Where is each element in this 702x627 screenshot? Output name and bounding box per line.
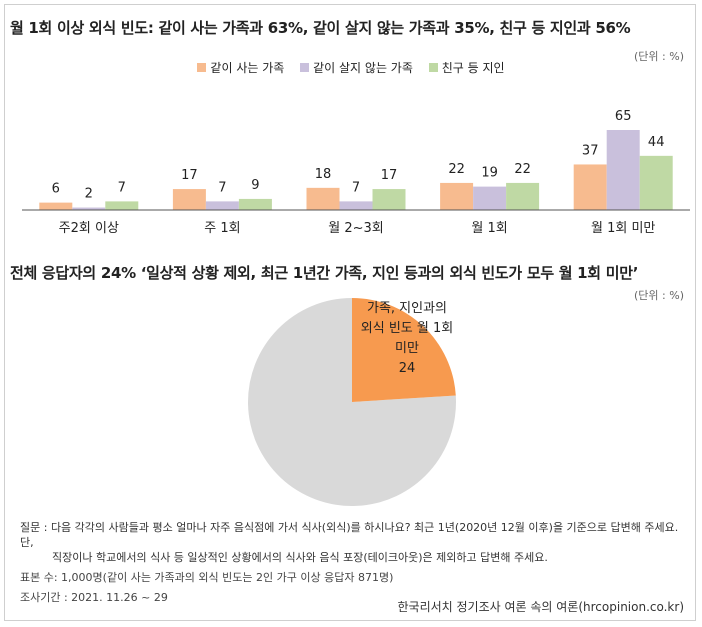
bar-chart-title: 월 1회 이상 외식 빈도: 같이 사는 가족과 63%, 같이 살지 않는 가… <box>10 19 631 37</box>
legend-label-1: 같이 살지 않는 가족 <box>313 61 413 75</box>
category-label-0: 주2회 이상 <box>59 221 119 236</box>
bar-chart-legend: 같이 사는 가족 같이 살지 않는 가족 친구 등 지인 <box>0 59 702 76</box>
bar-3-2 <box>506 182 540 210</box>
bar-value-3-2: 22 <box>514 162 531 177</box>
legend-swatch-0 <box>197 63 207 72</box>
chart-frame <box>4 4 696 621</box>
bar-value-2-0: 18 <box>315 167 332 182</box>
bar-value-4-0: 37 <box>582 143 599 158</box>
bar-value-3-1: 19 <box>481 166 498 181</box>
footnotes: 질문 : 다음 각각의 사람들과 평소 얼마나 자주 음식점에 가서 식사(외식… <box>20 520 680 605</box>
legend-item-0: 같이 사는 가족 <box>197 59 284 76</box>
bar-value-1-2: 9 <box>251 178 259 193</box>
bar-2-1 <box>339 201 373 210</box>
legend-label-0: 같이 사는 가족 <box>210 61 285 75</box>
bar-4-1 <box>606 130 640 210</box>
bar-1-2 <box>238 198 272 210</box>
bar-value-0-2: 7 <box>118 180 126 195</box>
pie-chart-title: 전체 응답자의 24% ‘일상적 상황 제외, 최근 1년간 가족, 지인 등과… <box>10 264 639 282</box>
bar-3-0 <box>440 182 474 210</box>
bar-1-0 <box>172 189 206 210</box>
bar-4-2 <box>639 155 673 210</box>
category-label-4: 월 1회 미만 <box>591 221 655 236</box>
pie-label-line-2: 미만 <box>395 341 419 356</box>
category-label-2: 월 2~3회 <box>328 221 384 236</box>
pie-value-0: 24 <box>399 361 416 376</box>
bar-chart: 6 2 7 주2회 이상 17 7 9 주 1회 18 7 17 월 2~3회 22 19 22 월 1회 37… <box>22 109 690 236</box>
bar-4-0 <box>573 164 607 210</box>
bar-2-2 <box>372 189 406 210</box>
sample-note: 표본 수: 1,000명(같이 사는 가족과의 외식 빈도는 2인 가구 이상 … <box>20 571 394 584</box>
category-label-3: 월 1회 <box>471 221 507 236</box>
bar-2-0 <box>306 187 340 210</box>
legend-swatch-1 <box>300 63 310 72</box>
legend-swatch-2 <box>428 63 438 72</box>
pie-chart-unit: (단위 : %) <box>634 289 684 302</box>
bar-3-1 <box>473 186 507 210</box>
question-line-2: 직장이나 학교에서의 식사 등 일상적인 상황에서의 식사와 음식 포장(테이크… <box>52 551 548 564</box>
bar-chart-unit: (단위 : %) <box>634 50 684 63</box>
bar-value-3-0: 22 <box>448 162 465 177</box>
bar-value-0-1: 2 <box>85 187 93 202</box>
legend-item-2: 친구 등 지인 <box>428 59 505 76</box>
category-label-1: 주 1회 <box>204 221 240 236</box>
source-credit: 한국리서치 정기조사 여론 속의 여론(hrcopinion.co.kr) <box>397 600 684 614</box>
bar-1-1 <box>205 201 239 210</box>
bar-value-1-0: 17 <box>181 168 198 183</box>
bar-value-2-1: 7 <box>352 180 360 195</box>
question-note: 질문 : 다음 각각의 사람들과 평소 얼마나 자주 음식점에 가서 식사(외식… <box>20 520 680 565</box>
pie-label-line-0: 가족, 지인과의 <box>367 301 447 316</box>
question-line-1: 질문 : 다음 각각의 사람들과 평소 얼마나 자주 음식점에 가서 식사(외식… <box>20 521 679 549</box>
bar-value-1-1: 7 <box>218 180 226 195</box>
period-note: 조사기간 : 2021. 11.26 ~ 29 <box>20 591 168 604</box>
pie-label-line-1: 외식 빈도 월 1회 <box>361 321 453 336</box>
bar-value-0-0: 6 <box>52 182 60 197</box>
bar-value-4-1: 65 <box>615 109 632 124</box>
bar-value-2-2: 17 <box>381 168 398 183</box>
bar-0-1 <box>72 207 106 210</box>
pie-slice-0 <box>352 298 456 402</box>
legend-label-2: 친구 등 지인 <box>441 61 505 75</box>
legend-item-1: 같이 살지 않는 가족 <box>300 59 413 76</box>
bar-value-4-2: 44 <box>648 135 665 150</box>
bar-0-2 <box>105 201 139 210</box>
bar-0-0 <box>39 202 73 210</box>
